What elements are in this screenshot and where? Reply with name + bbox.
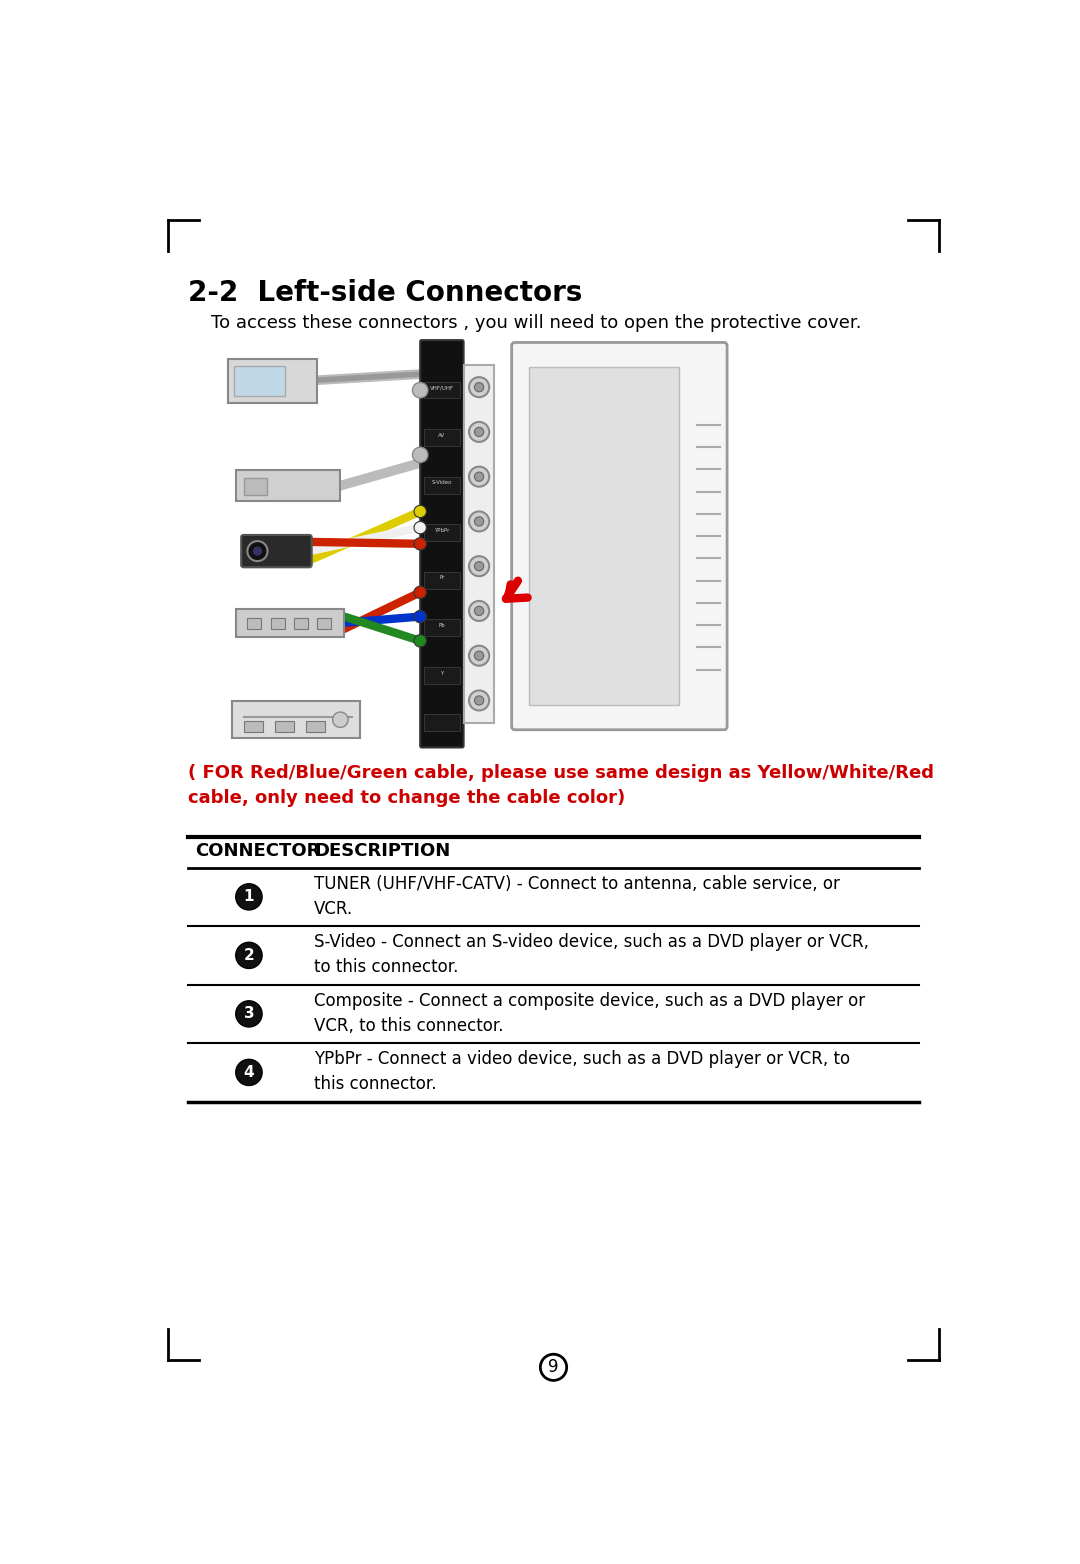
Circle shape — [333, 712, 348, 727]
FancyArrowPatch shape — [505, 580, 528, 599]
FancyBboxPatch shape — [424, 619, 460, 637]
Circle shape — [469, 601, 489, 621]
Bar — [234, 366, 284, 396]
FancyBboxPatch shape — [424, 715, 460, 732]
Circle shape — [469, 422, 489, 443]
Bar — [271, 618, 284, 629]
Circle shape — [469, 557, 489, 576]
Circle shape — [247, 541, 268, 561]
FancyBboxPatch shape — [424, 477, 460, 494]
Circle shape — [414, 505, 427, 518]
Text: 3: 3 — [244, 1006, 254, 1021]
FancyBboxPatch shape — [424, 572, 460, 588]
Circle shape — [474, 383, 484, 391]
Bar — [529, 368, 679, 705]
Bar — [228, 358, 318, 404]
Bar — [318, 618, 332, 629]
Circle shape — [414, 538, 427, 551]
Circle shape — [235, 1001, 262, 1028]
FancyBboxPatch shape — [424, 382, 460, 399]
Bar — [232, 701, 360, 738]
Text: 9: 9 — [549, 1358, 558, 1376]
Circle shape — [235, 1059, 262, 1085]
Text: ( FOR Red/Blue/Green cable, please use same design as Yellow/White/Red
cable, on: ( FOR Red/Blue/Green cable, please use s… — [188, 763, 934, 807]
Circle shape — [540, 1354, 567, 1381]
Text: VHF/UHF: VHF/UHF — [430, 385, 454, 389]
Circle shape — [413, 447, 428, 463]
Bar — [235, 471, 340, 500]
Circle shape — [413, 383, 428, 397]
Text: CONNECTOR: CONNECTOR — [195, 841, 321, 860]
Text: YPbPr: YPbPr — [434, 529, 449, 533]
Bar — [464, 364, 494, 723]
Circle shape — [253, 546, 262, 555]
Circle shape — [474, 696, 484, 705]
Circle shape — [474, 651, 484, 660]
Bar — [243, 479, 267, 494]
Text: AV: AV — [438, 433, 445, 438]
Text: Pr: Pr — [440, 576, 445, 580]
Text: 2-2  Left-side Connectors: 2-2 Left-side Connectors — [188, 278, 582, 307]
Text: Composite - Connect a composite device, such as a DVD player or
VCR, to this con: Composite - Connect a composite device, … — [314, 992, 865, 1034]
Text: Pb: Pb — [438, 622, 445, 629]
Bar — [247, 618, 261, 629]
Text: 2: 2 — [244, 948, 254, 963]
Circle shape — [235, 942, 262, 968]
FancyBboxPatch shape — [424, 524, 460, 541]
Bar — [306, 721, 325, 732]
FancyBboxPatch shape — [424, 429, 460, 446]
FancyBboxPatch shape — [241, 535, 312, 568]
Circle shape — [474, 561, 484, 571]
Bar — [294, 618, 308, 629]
Bar — [243, 721, 262, 732]
Circle shape — [414, 610, 427, 622]
Text: S-Video - Connect an S-video device, such as a DVD player or VCR,
to this connec: S-Video - Connect an S-video device, suc… — [314, 934, 869, 976]
Circle shape — [469, 377, 489, 397]
Text: DESCRIPTION: DESCRIPTION — [314, 841, 450, 860]
Text: To access these connectors , you will need to open the protective cover.: To access these connectors , you will ne… — [211, 314, 862, 332]
FancyBboxPatch shape — [512, 343, 727, 730]
Text: S-Video: S-Video — [432, 480, 453, 485]
Circle shape — [469, 646, 489, 666]
FancyBboxPatch shape — [424, 666, 460, 683]
Circle shape — [469, 511, 489, 532]
Text: Y: Y — [441, 671, 444, 676]
Circle shape — [474, 516, 484, 526]
FancyBboxPatch shape — [420, 339, 463, 748]
Circle shape — [474, 607, 484, 616]
Text: 1: 1 — [244, 890, 254, 904]
Circle shape — [414, 586, 427, 599]
Bar — [235, 608, 345, 637]
Circle shape — [474, 472, 484, 482]
Bar — [274, 721, 294, 732]
Circle shape — [414, 521, 427, 533]
Circle shape — [469, 466, 489, 486]
Text: YPbPr - Connect a video device, such as a DVD player or VCR, to
this connector.: YPbPr - Connect a video device, such as … — [314, 1049, 850, 1093]
Text: 4: 4 — [244, 1065, 254, 1079]
Circle shape — [474, 427, 484, 436]
Circle shape — [235, 884, 262, 910]
Text: TUNER (UHF/VHF-CATV) - Connect to antenna, cable service, or
VCR.: TUNER (UHF/VHF-CATV) - Connect to antenn… — [314, 874, 840, 918]
Circle shape — [414, 635, 427, 647]
Circle shape — [469, 690, 489, 710]
